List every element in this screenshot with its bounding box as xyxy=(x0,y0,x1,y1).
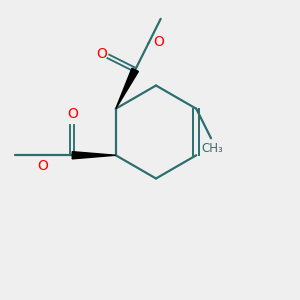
Polygon shape xyxy=(116,68,138,109)
Text: CH₃: CH₃ xyxy=(201,142,223,155)
Text: O: O xyxy=(153,35,164,49)
Polygon shape xyxy=(72,152,116,159)
Text: O: O xyxy=(37,159,48,173)
Text: O: O xyxy=(67,107,78,121)
Text: O: O xyxy=(96,47,107,61)
